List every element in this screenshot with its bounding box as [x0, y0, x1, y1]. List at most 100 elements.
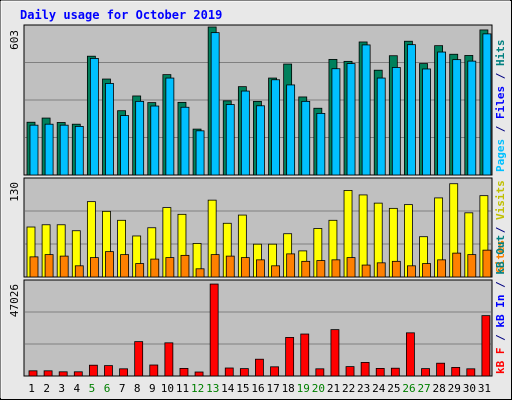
bar-sites-day-27: [422, 263, 431, 278]
bar-files-day-23: [361, 44, 371, 176]
bar-kbf-day-28: [436, 362, 446, 377]
bar-files-day-8: [135, 100, 145, 176]
bar-sites-day-2: [44, 254, 54, 278]
bar-sites-day-1: [29, 256, 39, 278]
kb-panel: 47026: [8, 279, 493, 377]
bar-kbf-day-23: [360, 362, 370, 377]
bar-sites-day-15: [240, 257, 250, 278]
bar-sites-day-4: [74, 265, 84, 278]
hits-ymax-label: 603: [8, 30, 21, 50]
x-tick-label: 9: [149, 382, 156, 395]
bar-sites-day-25: [391, 260, 401, 278]
x-tick-label: 27: [417, 382, 430, 395]
bar-files-day-10: [165, 77, 175, 176]
bar-sites-day-18: [286, 253, 296, 278]
bar-kbf-day-3: [58, 371, 68, 377]
bar-files-day-2: [44, 123, 54, 176]
bar-files-day-5: [89, 58, 99, 176]
bar-files-day-3: [59, 124, 69, 176]
bar-files-day-14: [225, 104, 235, 176]
x-tick-label: 16: [251, 382, 264, 395]
x-tick-label: 8: [134, 382, 141, 395]
bar-kbf-day-21: [330, 329, 340, 377]
legend-part: kB Out: [494, 235, 507, 275]
bar-files-day-6: [105, 83, 114, 176]
legend-kb: kB F / kB In / kB Out: [494, 235, 507, 374]
bar-sites-day-19: [301, 260, 311, 278]
x-tick-label: 15: [236, 382, 249, 395]
bar-kbf-day-18: [285, 337, 295, 377]
chart-title: Daily usage for October 2019: [20, 8, 222, 22]
x-tick-label: 28: [433, 382, 446, 395]
bar-sites-day-11: [180, 254, 190, 278]
bar-files-day-28: [437, 51, 447, 176]
bar-kbf-day-8: [134, 341, 144, 377]
bar-kbf-day-30: [466, 368, 476, 377]
bar-kbf-day-25: [390, 367, 400, 377]
bar-sites-day-31: [482, 249, 492, 278]
bar-kbf-day-24: [375, 368, 385, 377]
bar-files-day-25: [391, 67, 401, 176]
x-tick-label: 12: [191, 382, 204, 395]
x-tick-label: 17: [266, 382, 279, 395]
legend-part: Pages: [494, 139, 507, 172]
bar-kbf-day-5: [88, 364, 98, 377]
bar-kbf-day-6: [104, 365, 113, 377]
bar-sites-day-20: [316, 260, 326, 278]
x-tick-label: 1: [28, 382, 35, 395]
legend-part: Sites: [494, 240, 507, 273]
x-tick-label: 10: [161, 382, 174, 395]
bar-sites-day-28: [437, 259, 447, 278]
x-tick-label: 24: [372, 382, 386, 395]
bar-sites-day-12: [195, 268, 205, 278]
bar-sites-day-21: [331, 259, 341, 278]
legend-part: Hits: [494, 40, 507, 67]
kb-ymax-label: 47026: [8, 284, 21, 317]
legend-part: /: [494, 275, 507, 295]
legend-sites-visits: Sites / Visits: [494, 180, 507, 273]
bar-kbf-day-4: [73, 371, 83, 377]
bar-files-day-9: [150, 105, 160, 176]
visits-ymax-label: 130: [8, 182, 21, 202]
bar-kbf-day-27: [421, 368, 430, 377]
bar-files-day-15: [240, 90, 250, 176]
bar-sites-day-22: [346, 257, 356, 278]
legend-pages-files-hits: Pages / Files / Hits: [494, 40, 507, 173]
bar-sites-day-29: [452, 252, 462, 278]
bar-sites-day-6: [105, 251, 114, 278]
bar-sites-day-16: [256, 259, 265, 278]
x-tick-label: 20: [312, 382, 325, 395]
legend-part: /: [494, 66, 507, 86]
bar-files-day-11: [180, 106, 190, 176]
bar-kbf-day-9: [149, 364, 159, 377]
bar-files-day-22: [346, 63, 356, 176]
bar-kbf-day-20: [315, 368, 325, 377]
x-tick-label: 13: [206, 382, 219, 395]
bar-sites-day-7: [120, 254, 129, 278]
x-tick-label: 30: [463, 382, 476, 395]
bar-sites-day-10: [165, 257, 175, 278]
bar-kbf-day-22: [345, 366, 355, 377]
x-tick-label: 21: [327, 382, 340, 395]
bar-kbf-day-17: [270, 366, 279, 377]
bar-files-day-31: [482, 33, 492, 176]
bar-kbf-day-2: [43, 370, 53, 377]
bar-files-day-26: [407, 44, 416, 176]
x-tick-label: 18: [282, 382, 295, 395]
bar-files-day-13: [210, 32, 220, 176]
bar-sites-day-26: [407, 265, 416, 278]
legend-part: kB F: [494, 348, 507, 375]
bar-sites-day-8: [135, 263, 145, 278]
bar-files-day-19: [301, 100, 311, 176]
bar-files-day-4: [74, 126, 84, 176]
x-tick-label: 31: [478, 382, 491, 395]
bar-kbf-day-13: [209, 283, 219, 377]
legend-part: Visits: [494, 180, 507, 220]
bar-kbf-day-11: [179, 368, 189, 377]
x-tick-label: 3: [58, 382, 65, 395]
bar-sites-day-17: [271, 265, 280, 278]
bar-files-day-18: [286, 84, 296, 176]
legend-part: Files: [494, 86, 507, 119]
bar-sites-day-5: [89, 257, 99, 278]
